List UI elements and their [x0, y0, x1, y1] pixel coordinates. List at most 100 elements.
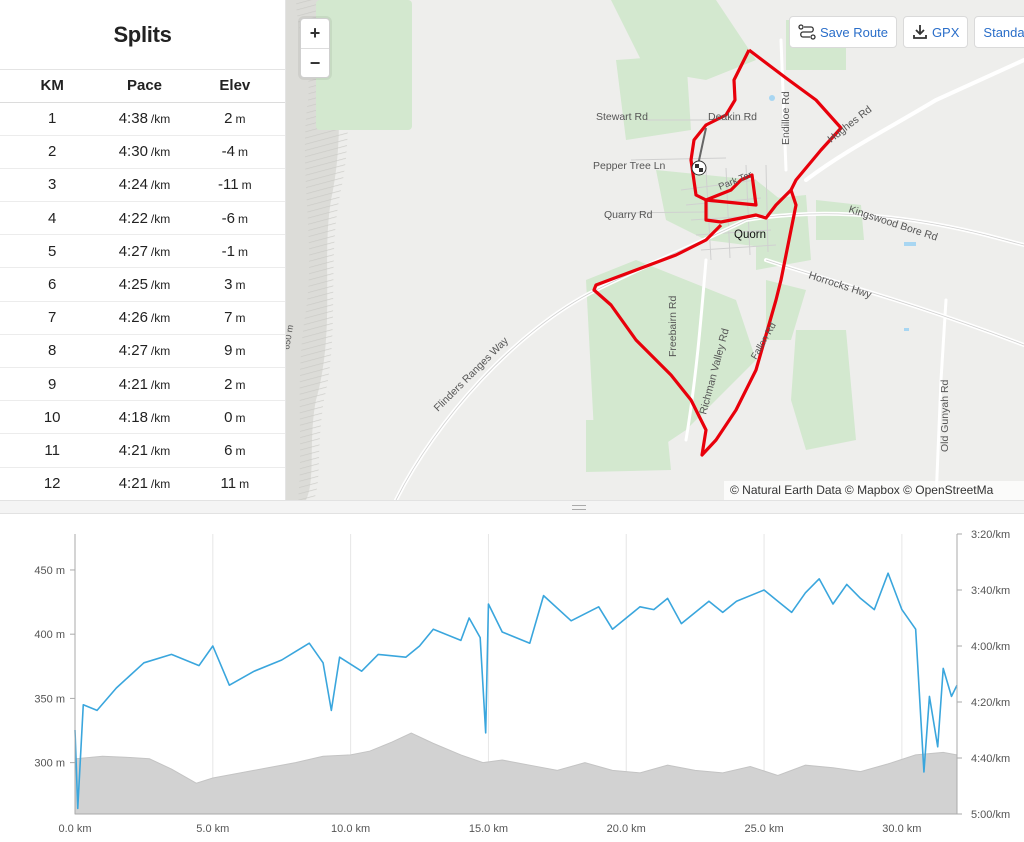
pace-value: 4:27 — [118, 242, 148, 260]
roads — [394, 38, 1024, 500]
elev-value: -4 — [221, 143, 235, 161]
split-row[interactable]: 7 4:26/km 7 m — [0, 301, 285, 335]
split-pace: 4:26/km — [104, 301, 185, 335]
elev-unit: m — [237, 145, 248, 160]
route-map[interactable]: Stewart Rd Deakin Rd Endilloe Rd Hughes … — [286, 0, 1024, 500]
pace-value: 4:21 — [118, 375, 148, 393]
label-pepper: Pepper Tree Ln — [593, 160, 666, 172]
zoom-control: + − — [300, 18, 330, 78]
split-row[interactable]: 10 4:18/km 0 m — [0, 400, 285, 435]
gpx-download-button[interactable]: GPX — [902, 16, 969, 48]
label-endilloe: Endilloe Rd — [780, 91, 792, 145]
split-km: 3 — [0, 168, 105, 203]
split-row[interactable]: 5 4:27/km -1 m — [0, 234, 285, 269]
label-contour: 650 m — [286, 324, 295, 350]
split-pace: 4:38/km — [104, 102, 185, 136]
pace-value: 4:30 — [118, 143, 148, 161]
split-km: 2 — [0, 135, 105, 169]
pace-unit: /km — [150, 344, 171, 359]
split-row[interactable]: 8 4:27/km 9 m — [0, 334, 285, 369]
download-icon — [913, 25, 927, 39]
split-row[interactable]: 1 4:38/km 2 m — [0, 102, 285, 136]
elev-value: 2 — [224, 375, 233, 393]
split-elev: 11 m — [184, 467, 285, 500]
route-line-north — [748, 48, 843, 191]
x-tick-label: 15.0 km — [469, 823, 508, 835]
pace-unit: /km — [150, 311, 171, 326]
map-style-button[interactable]: Standar — [974, 16, 1024, 48]
y-left-tick-label: 450 m — [34, 565, 65, 577]
zoom-in-button[interactable]: + — [309, 23, 321, 43]
splits-panel: Splits KM Pace Elev 1 4:38/km 2 m 2 4:30/km -4… — [0, 0, 286, 500]
split-row[interactable]: 6 4:25/km 3 m — [0, 267, 285, 302]
split-pace: 4:21/km — [104, 433, 185, 468]
pace-unit: /km — [150, 410, 171, 425]
pace-unit: /km — [150, 178, 171, 193]
split-row[interactable]: 12 4:21/km 11 m — [0, 467, 285, 500]
split-row[interactable]: 4 4:22/km -6 m — [0, 201, 285, 236]
label-stewart: Stewart Rd — [596, 111, 648, 123]
header-pace: Pace — [104, 70, 185, 103]
y-right-tick-label: 3:20/km — [971, 529, 1010, 541]
split-row[interactable]: 9 4:21/km 2 m — [0, 367, 285, 402]
elev-value: 7 — [224, 309, 233, 327]
split-pace: 4:30/km — [104, 135, 185, 169]
y-right-tick-label: 4:00/km — [971, 641, 1010, 653]
map-attribution: © Natural Earth Data © Mapbox © OpenStre… — [724, 481, 1024, 500]
grip-icon — [572, 505, 586, 510]
elev-unit: m — [235, 410, 246, 425]
split-elev: -1 m — [184, 234, 285, 269]
split-row[interactable]: 2 4:30/km -4 m — [0, 135, 285, 169]
elev-unit: m — [237, 244, 248, 259]
pace-line — [74, 572, 958, 810]
label-deakin: Deakin Rd — [708, 111, 757, 123]
town-streets — [615, 119, 777, 261]
splits-header-row: KM Pace Elev — [0, 70, 285, 103]
elevation-pace-chart[interactable]: 0.0 km 5.0 km 10.0 km 15.0 km 20.0 km 25.0 km… — [0, 514, 1024, 837]
label-flinders: Flinders Ranges Way — [432, 334, 512, 414]
elev-value: 6 — [224, 441, 233, 459]
split-pace: 4:24/km — [104, 168, 185, 203]
split-km: 5 — [0, 234, 105, 269]
elev-unit: m — [235, 311, 246, 326]
split-elev: -11 m — [184, 168, 285, 203]
header-elev: Elev — [184, 70, 285, 103]
y-left-tick-label: 400 m — [34, 629, 65, 641]
split-km: 10 — [0, 400, 105, 435]
pace-value: 4:21 — [118, 475, 148, 493]
save-route-button[interactable]: Save Route — [789, 16, 897, 48]
pace-value: 4:18 — [118, 408, 148, 426]
finish-flag-icon — [691, 160, 707, 176]
gpx-label: GPX — [931, 24, 960, 40]
zoom-out-button[interactable]: − — [301, 48, 329, 77]
y-right-tick-label: 4:20/km — [971, 697, 1010, 709]
map-canvas[interactable]: Stewart Rd Deakin Rd Endilloe Rd Hughes … — [286, 0, 1024, 500]
elev-value: 0 — [224, 408, 233, 426]
label-quorn: Quorn — [734, 229, 766, 241]
pace-unit: /km — [150, 211, 171, 226]
pace-value: 4:22 — [118, 209, 148, 227]
pace-unit: /km — [150, 477, 171, 492]
y-right-tick-label: 3:40/km — [971, 585, 1010, 597]
panel-resize-handle[interactable] — [0, 500, 1024, 514]
x-tick-label: 20.0 km — [607, 823, 646, 835]
route-line — [592, 49, 798, 457]
pace-value: 4:24 — [118, 176, 148, 194]
elev-value: -6 — [221, 209, 235, 227]
elev-unit: m — [235, 377, 246, 392]
label-oldgunyah: Old Gunyah Rd — [939, 379, 951, 452]
split-km: 7 — [0, 301, 105, 335]
split-row[interactable]: 3 4:24/km -11 m — [0, 168, 285, 203]
split-row[interactable]: 11 4:21/km 6 m — [0, 433, 285, 468]
split-pace: 4:27/km — [104, 334, 185, 369]
elev-value: 11 — [220, 475, 237, 493]
pace-unit: /km — [150, 244, 171, 259]
elev-unit: m — [241, 178, 252, 193]
pace-value: 4:27 — [118, 342, 148, 360]
pace-unit: /km — [150, 278, 171, 293]
splits-table: KM Pace Elev 1 4:38/km 2 m 2 4:30/km -4 m 3 4:24/… — [0, 70, 285, 500]
chart-svg[interactable]: 0.0 km 5.0 km 10.0 km 15.0 km 20.0 km 25.0 km… — [0, 514, 1024, 837]
